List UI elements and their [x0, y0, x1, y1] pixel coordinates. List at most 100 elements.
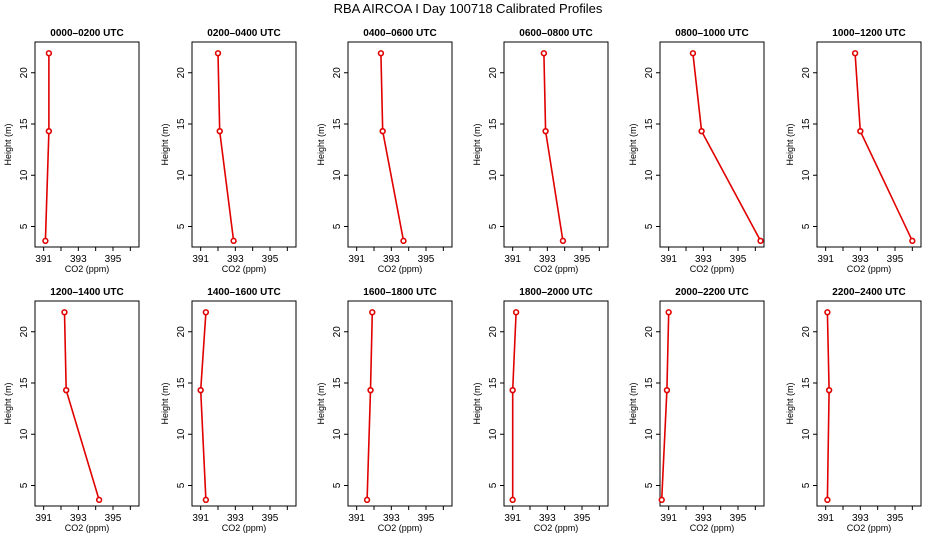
panel-11-ytick-label: 10 — [644, 428, 655, 440]
panel-10-point — [509, 386, 516, 394]
panel-2-xtick-label: 395 — [262, 254, 279, 265]
panel-9-ytick-label: 20 — [332, 326, 343, 338]
panel-3-profile-line — [380, 53, 405, 241]
panel-10-point — [512, 309, 520, 316]
panel-10-ytick-label: 15 — [488, 377, 499, 389]
panel-7-ytick-label: 15 — [19, 377, 30, 389]
panel-9-xtick-label: 395 — [418, 513, 435, 524]
panel-6-ytick-label: 10 — [801, 169, 812, 181]
panel-8-ytick-label: 5 — [176, 482, 187, 488]
panel-3-xtick-label: 395 — [418, 254, 435, 265]
panel-12-ytick-label: 10 — [801, 428, 812, 440]
panel-1-xtick-label: 395 — [105, 254, 122, 265]
panel-3-title: 0400–0600 UTC — [363, 28, 436, 39]
panel-11-xtick-label: 391 — [660, 513, 677, 524]
panel-5-ytick-label: 10 — [644, 169, 655, 181]
panel-7-ytick-label: 10 — [19, 428, 30, 440]
panel-10-profile-line — [511, 312, 517, 500]
panel-2-frame — [191, 41, 297, 248]
panel-5-ytick-label: 20 — [644, 67, 655, 79]
panel-2-ytick-label: 20 — [176, 67, 187, 79]
panel-1-profile-line — [44, 53, 50, 241]
panel-5-ytick-label: 5 — [644, 223, 655, 229]
panel-1-ytick-label: 10 — [19, 169, 30, 181]
panel-10-point — [509, 496, 516, 504]
panel-11-ytick-label: 5 — [644, 482, 655, 488]
panel-6-ylabel: Height (m) — [785, 123, 795, 165]
panel-9-point — [363, 496, 371, 504]
panel-1-point — [42, 237, 49, 245]
panel-3-ytick-label: 15 — [332, 118, 343, 130]
panel-10-title: 1800–2000 UTC — [519, 287, 592, 298]
panel-3-xtick-label: 393 — [383, 254, 400, 265]
panel-10-ytick-label: 10 — [488, 428, 499, 440]
panel-1-xtick-label: 391 — [35, 254, 52, 265]
panel-5-point — [698, 127, 705, 135]
panel-3-xtick-label: 391 — [348, 254, 365, 265]
panel-4-ylabel: Height (m) — [472, 123, 482, 165]
panel-7-ytick-label: 20 — [19, 326, 30, 338]
panel-6-point — [851, 50, 859, 57]
panel-6-xlabel: CO2 (ppm) — [847, 264, 892, 274]
panel-12-point — [824, 496, 831, 504]
panel-5-xlabel: CO2 (ppm) — [690, 264, 735, 274]
panel-7-title: 1200–1400 UTC — [50, 287, 123, 298]
panel-9-ytick-label: 15 — [332, 377, 343, 389]
panel-5-ylabel: Height (m) — [628, 123, 638, 165]
panel-1-point — [45, 127, 53, 135]
panel-9-title: 1600–1800 UTC — [363, 287, 436, 298]
panel-11-point — [663, 386, 671, 394]
panel-9-point — [367, 386, 374, 394]
panel-7-xtick-label: 391 — [35, 513, 52, 524]
panel-1-title: 0000–0200 UTC — [50, 28, 123, 39]
panel-8-frame — [191, 300, 297, 507]
panel-7-ytick-label: 5 — [19, 482, 30, 488]
panel-4-frame — [503, 41, 609, 248]
panel-4-profile-line — [543, 53, 564, 241]
panel-11-title: 2000–2200 UTC — [675, 287, 748, 298]
panel-8-title: 1400–1600 UTC — [207, 287, 280, 298]
panel-11-xtick-label: 395 — [730, 513, 747, 524]
panel-3-ytick-label: 5 — [332, 223, 343, 229]
panel-5-xtick-label: 395 — [730, 254, 747, 265]
panel-2-ylabel: Height (m) — [160, 123, 170, 165]
panel-1-point — [45, 50, 53, 57]
panel-6-xtick-label: 391 — [817, 254, 834, 265]
panel-7-point — [62, 386, 70, 394]
panel-11-profile-line — [660, 312, 670, 500]
panel-6-xtick-label: 395 — [887, 254, 904, 265]
panel-11-ytick-label: 20 — [644, 326, 655, 338]
panel-8-xlabel: CO2 (ppm) — [222, 523, 267, 533]
panel-3-ytick-label: 20 — [332, 67, 343, 79]
panel-2-ytick-label: 10 — [176, 169, 187, 181]
panel-8-point — [202, 496, 210, 504]
panel-10-xtick-label: 395 — [574, 513, 591, 524]
panel-8-profile-line — [199, 312, 207, 500]
panel-10-ytick-label: 5 — [488, 482, 499, 488]
panel-4-point — [559, 237, 567, 245]
panel-9-xlabel: CO2 (ppm) — [378, 523, 423, 533]
panel-2-ytick-label: 15 — [176, 118, 187, 130]
panel-11-point — [658, 496, 665, 504]
figure-title: RBA AIRCOA I Day 100718 Calibrated Profi… — [333, 1, 603, 16]
panel-2-point — [230, 237, 237, 245]
panel-10-xtick-label: 391 — [504, 513, 521, 524]
panel-8-ytick-label: 15 — [176, 377, 187, 389]
panel-7-point — [61, 309, 68, 316]
panel-9-ytick-label: 10 — [332, 428, 343, 440]
panel-3-point — [400, 237, 407, 245]
panel-1-frame — [34, 41, 140, 248]
panel-3-frame — [347, 41, 453, 248]
panel-6-xtick-label: 393 — [852, 254, 869, 265]
panel-4-point — [542, 127, 549, 135]
panel-9-ytick-label: 5 — [332, 482, 343, 488]
panel-8-xtick-label: 393 — [227, 513, 244, 524]
panel-5-frame — [659, 41, 765, 248]
panel-10-xlabel: CO2 (ppm) — [534, 523, 579, 533]
panel-6-point — [857, 127, 864, 135]
panel-12-point — [825, 386, 833, 394]
panel-1-ytick-label: 20 — [19, 67, 30, 79]
panel-7-profile-line — [63, 312, 100, 501]
panel-1-ytick-label: 5 — [19, 223, 30, 229]
panel-2-xtick-label: 393 — [227, 254, 244, 265]
